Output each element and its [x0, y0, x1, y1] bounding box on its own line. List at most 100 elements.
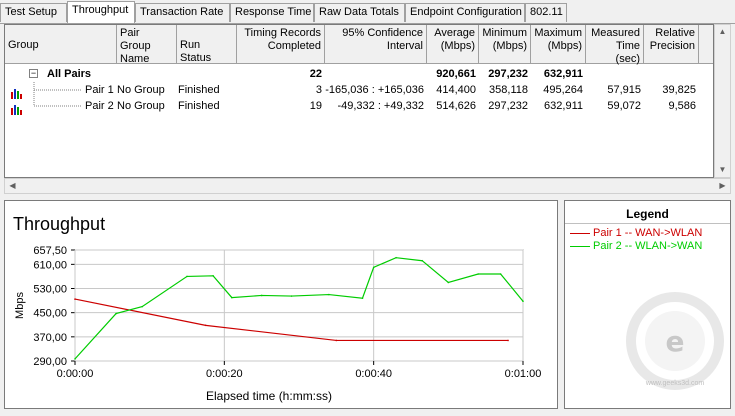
scroll-left-icon[interactable]: ◀ [9, 181, 16, 190]
col-header-filler [699, 25, 713, 64]
collapse-toggle[interactable]: − [29, 68, 38, 78]
table-vertical-scrollbar[interactable]: ▲ ▼ [714, 24, 731, 178]
col-header-average[interactable]: Average (Mbps) [427, 25, 479, 64]
scroll-right-icon[interactable]: ▶ [719, 181, 726, 190]
legend-item[interactable]: Pair 2 -- WLAN->WAN [570, 240, 702, 253]
x-axis-label: Elapsed time (h:mm:ss) [206, 389, 332, 403]
maximum: 495,264 [543, 84, 583, 96]
tab-response-time[interactable]: Response Time [230, 3, 314, 22]
legend-title: Legend [626, 207, 669, 221]
tree-connector [33, 82, 83, 103]
all-pairs-timing-records: 22 [309, 68, 322, 80]
tab-strip: Test Setup Throughput Transaction Rate Resp… [0, 0, 735, 24]
scroll-down-icon[interactable]: ▼ [718, 165, 727, 174]
col-header-run-status[interactable]: Run Status [177, 25, 237, 64]
measured-time: 59,072 [607, 100, 641, 112]
all-pairs-average: 920,661 [436, 68, 476, 80]
y-tick-label: 290,00 [33, 356, 67, 368]
legend-pane: Legend Pair 1 -- WAN->WLAN Pair 2 -- WLAN… [564, 200, 731, 409]
pair-name: Pair 2 [85, 100, 114, 112]
pair-chart-icon [11, 101, 22, 117]
series-point-pair-2 [231, 296, 233, 299]
tree-connector [33, 98, 83, 119]
series-point-pair-2 [372, 266, 375, 269]
plot-area [74, 249, 524, 362]
col-header-timing-records[interactable]: Timing Records Completed [237, 25, 325, 64]
x-tick-label: 0:00:20 [206, 368, 243, 380]
col-header-relative-precision[interactable]: Relative Precision [644, 25, 699, 64]
col-header-confidence-interval[interactable]: 95% Confidence Interval [325, 25, 427, 64]
series-point-pair-2 [115, 312, 117, 315]
series-point-pair-2 [212, 275, 214, 277]
minimum: 297,232 [488, 100, 528, 112]
watermark-text: www.geeks3d.com [645, 380, 705, 387]
legend-label: Pair 2 -- WLAN->WAN [593, 240, 703, 252]
all-pairs-label: All Pairs [47, 68, 92, 80]
throughput-chart-pane: Throughput 657,50 610,00 530,00 450,00 370,00… [4, 200, 558, 409]
throughput-chart: Throughput 657,50 610,00 530,00 450,00 370,00… [13, 214, 542, 403]
run-status: Finished [178, 100, 220, 112]
watermark-mark: e [666, 325, 685, 358]
tab-raw-data-totals[interactable]: Raw Data Totals [314, 3, 405, 22]
results-table: Group Pair Group Name Run Status Timing … [4, 24, 714, 178]
relative-precision: 9,586 [668, 100, 696, 112]
col-header-measured-time[interactable]: Measured Time (sec) [586, 25, 644, 65]
x-tick-label: 0:00:40 [355, 368, 392, 380]
chart-title: Throughput [13, 214, 105, 234]
timing-records: 19 [309, 100, 322, 112]
series-point-pair-1 [335, 339, 338, 342]
legend-divider [565, 223, 730, 224]
legend-item[interactable]: Pair 1 -- WAN->WLAN [570, 227, 702, 240]
x-tick-label: 0:00:00 [57, 368, 94, 380]
x-tick-label: 0:01:00 [505, 368, 542, 380]
col-header-maximum[interactable]: Maximum (Mbps) [531, 25, 586, 64]
table-horizontal-scrollbar[interactable]: ◀ ▶ [4, 178, 731, 194]
col-header-group[interactable]: Group [5, 25, 117, 64]
series-point-pair-2 [186, 275, 188, 278]
series-point-pair-1 [204, 324, 207, 327]
legend-swatch [570, 232, 590, 234]
minimum: 358,118 [489, 84, 528, 96]
scroll-up-icon[interactable]: ▲ [718, 27, 727, 36]
all-pairs-minimum: 297,232 [488, 68, 528, 80]
pair-group-name: No Group [117, 84, 165, 96]
table-row[interactable]: Pair 1 No Group Finished 3 -165,036 : +165,0… [5, 82, 713, 99]
pair-group-name: No Group [117, 100, 165, 112]
y-tick-label: 370,00 [33, 332, 67, 344]
tab-endpoint-configuration[interactable]: Endpoint Configuration [405, 3, 525, 22]
y-axis-label: Mbps [14, 292, 26, 319]
watermark-logo: e www.geeks3d.com [626, 292, 724, 390]
series-point-pair-2 [522, 300, 524, 302]
legend-swatch [570, 245, 590, 247]
table-row[interactable]: Pair 2 No Group Finished 19 -49,332 : +49,33… [5, 98, 713, 117]
tab-throughput[interactable]: Throughput [67, 1, 135, 23]
series-point-pair-2 [499, 273, 502, 275]
measured-time: 57,915 [607, 84, 641, 96]
average: 514,626 [436, 100, 476, 112]
series-point-pair-2 [141, 305, 143, 308]
confidence-interval: -165,036 : +165,036 [325, 84, 424, 96]
table-row-all-pairs[interactable]: − All Pairs 22 920,661 297,232 632,911 [5, 66, 713, 82]
series-point-pair-1 [74, 298, 76, 300]
pair-name: Pair 1 [85, 84, 114, 96]
col-header-minimum[interactable]: Minimum (Mbps) [479, 25, 531, 64]
maximum: 632,911 [544, 100, 583, 112]
series-point-pair-2 [260, 294, 263, 297]
tab-test-setup[interactable]: Test Setup [0, 3, 67, 22]
col-header-pair-group-name[interactable]: Pair Group Name [117, 25, 177, 65]
y-tick-label: 530,00 [33, 284, 67, 296]
y-tick-label: 450,00 [33, 308, 67, 320]
series-point-pair-2 [447, 281, 450, 284]
tab-transaction-rate[interactable]: Transaction Rate [135, 3, 230, 22]
run-status: Finished [178, 84, 220, 96]
series-point-pair-2 [328, 293, 330, 296]
tab-802-11[interactable]: 802.11 [525, 3, 567, 22]
series-line-pair-1 [74, 298, 509, 342]
series-point-pair-2 [477, 273, 480, 275]
all-pairs-maximum: 632,911 [543, 68, 583, 80]
legend-label: Pair 1 -- WAN->WLAN [593, 227, 703, 239]
series-point-pair-2 [74, 358, 76, 360]
series-point-pair-2 [290, 295, 293, 297]
y-tick-label: 657,50 [33, 245, 67, 257]
confidence-interval: -49,332 : +49,332 [337, 100, 424, 112]
